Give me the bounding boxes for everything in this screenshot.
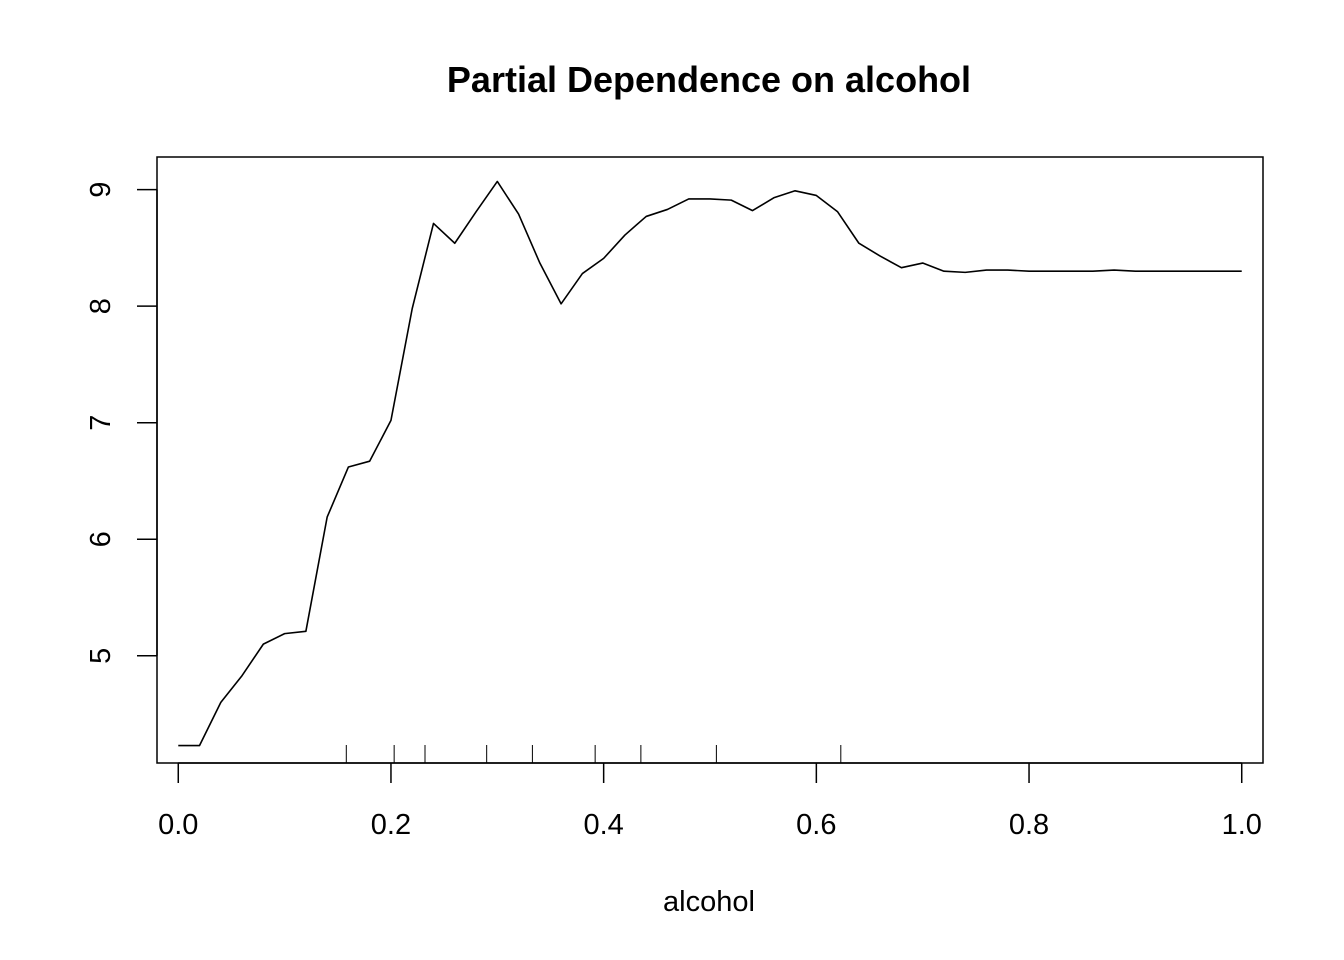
x-tick-label: 0.8	[1009, 809, 1049, 841]
plot-frame	[156, 156, 1264, 764]
x-tick-label: 0.4	[583, 809, 623, 841]
y-tick-label: 9	[85, 182, 117, 198]
x-tick-label: 0.2	[371, 809, 411, 841]
y-tick-label: 6	[85, 531, 117, 547]
y-tick-label: 7	[85, 415, 117, 431]
x-tick-label: 0.6	[796, 809, 836, 841]
x-tick-label: 1.0	[1222, 809, 1262, 841]
x-axis: 0.0 0.2 0.4 0.6 0.8 1.0	[158, 762, 1262, 841]
chart-title: Partial Dependence on alcohol	[447, 59, 971, 100]
x-axis-label: alcohol	[663, 886, 755, 918]
y-axis: 5 6 7 8 9	[85, 182, 158, 664]
rug-marks	[345, 745, 842, 763]
y-tick-label: 5	[85, 648, 117, 664]
x-tick-label: 0.0	[158, 809, 198, 841]
y-tick-label: 8	[85, 298, 117, 314]
partial-dependence-line	[178, 180, 1242, 747]
